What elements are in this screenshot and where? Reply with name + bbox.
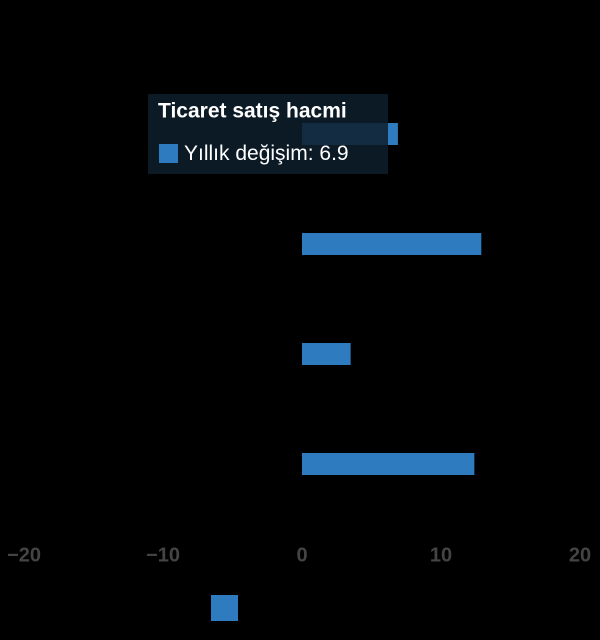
bar — [302, 453, 475, 475]
x-tick-label: −10 — [146, 544, 180, 566]
tooltip: Ticaret satış hacmi Yıllık değişim: 6.9 — [148, 94, 388, 174]
bar — [302, 233, 482, 255]
bar — [302, 343, 351, 365]
x-tick-label: 10 — [430, 544, 452, 566]
x-tick-label: 0 — [296, 544, 307, 566]
tooltip-text: Yıllık değişim: 6.9 — [184, 142, 349, 165]
legend-swatch — [211, 595, 238, 621]
tooltip-label: Yıllık değişim: — [184, 142, 314, 165]
tooltip-box — [148, 94, 388, 174]
tooltip-title: Ticaret satış hacmi — [158, 100, 347, 123]
x-tick-label: 20 — [569, 544, 591, 566]
x-tick-label: −20 — [7, 544, 41, 566]
tooltip-swatch — [159, 144, 178, 163]
tooltip-value: 6.9 — [319, 142, 348, 165]
